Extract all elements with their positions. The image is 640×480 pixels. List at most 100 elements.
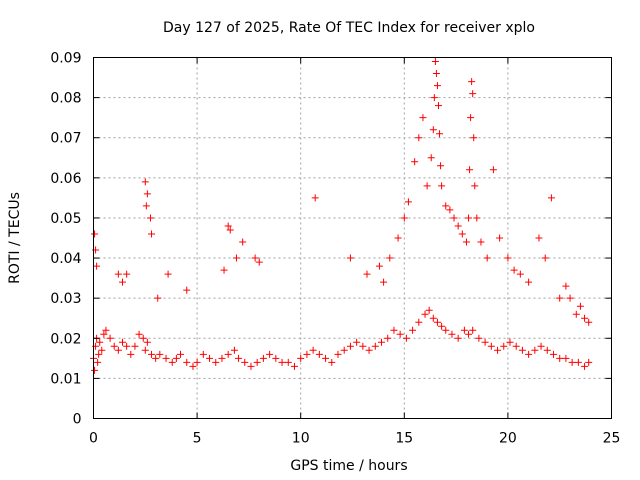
data-point (556, 354, 564, 362)
x-tick-label: 25 (603, 431, 621, 447)
y-tick-label: 0.01 (50, 371, 81, 387)
data-point (100, 330, 108, 338)
data-point (259, 354, 267, 362)
chart-title: Day 127 of 2025, Rate Of TEC Index for r… (163, 20, 535, 36)
data-point (434, 102, 442, 110)
data-point (442, 202, 450, 210)
data-point (315, 350, 323, 358)
data-point (168, 358, 176, 366)
data-point (230, 346, 238, 354)
data-point (135, 330, 143, 338)
data-point (433, 82, 441, 90)
x-tick-label: 20 (499, 431, 517, 447)
data-point (278, 358, 286, 366)
data-point (152, 354, 160, 362)
axis-ticks: 0 0.01 0.02 0.03 0.04 0.05 0.06 0.07 0.08 0.09 0 5 1… (50, 51, 620, 447)
data-point (251, 254, 259, 262)
data-point (477, 238, 485, 246)
data-point (581, 362, 589, 370)
data-point (415, 134, 423, 142)
data-point (467, 114, 475, 122)
data-point (255, 258, 263, 266)
y-axis-label: ROTI / TECUs (7, 192, 23, 284)
data-point (297, 354, 305, 362)
data-point (556, 294, 564, 302)
data-point (123, 342, 131, 350)
data-point (525, 350, 533, 358)
data-point (566, 294, 574, 302)
data-point (91, 366, 99, 374)
data-point (419, 114, 427, 122)
data-point (127, 350, 135, 358)
grid-layer (93, 57, 612, 419)
y-tick-label: 0.07 (50, 131, 81, 147)
data-point (535, 234, 543, 242)
y-tick-label: 0.05 (50, 211, 81, 227)
data-point (284, 358, 292, 366)
data-point (473, 214, 481, 222)
x-tick-label: 10 (292, 431, 310, 447)
data-point (232, 254, 240, 262)
data-point (102, 326, 110, 334)
data-point (183, 358, 191, 366)
data-point (253, 358, 261, 366)
data-point (346, 254, 354, 262)
data-point (247, 362, 255, 370)
data-point (425, 306, 433, 314)
data-point (162, 354, 170, 362)
data-point (98, 346, 106, 354)
data-point (123, 270, 131, 278)
data-point (402, 334, 410, 342)
data-point (438, 182, 446, 190)
data-point (506, 338, 514, 346)
data-point (193, 358, 201, 366)
data-point (334, 350, 342, 358)
data-point (576, 302, 584, 310)
data-point (437, 162, 445, 170)
y-tick-label: 0.06 (50, 171, 81, 187)
data-point (95, 350, 103, 358)
data-point (500, 342, 508, 350)
data-point (359, 342, 367, 350)
data-point (365, 346, 373, 354)
data-point (475, 334, 483, 342)
data-point (585, 318, 593, 326)
data-point (311, 194, 319, 202)
data-point (465, 330, 473, 338)
data-point (518, 346, 526, 354)
data-point (562, 282, 570, 290)
data-point (139, 334, 147, 342)
data-point (156, 350, 164, 358)
data-point (481, 338, 489, 346)
data-point (471, 182, 479, 190)
data-point (371, 342, 379, 350)
data-point (96, 338, 104, 346)
data-point (346, 342, 354, 350)
data-point (189, 362, 197, 370)
data-point (290, 362, 298, 370)
data-point (400, 214, 408, 222)
data-point (427, 154, 435, 162)
data-point (483, 254, 491, 262)
data-point (114, 270, 122, 278)
data-point (462, 238, 470, 246)
data-point (141, 346, 149, 354)
data-point (199, 350, 207, 358)
data-point (106, 334, 114, 342)
data-point (328, 358, 336, 366)
data-point (272, 354, 280, 362)
data-point (433, 318, 441, 326)
data-point (415, 318, 423, 326)
data-point (220, 266, 228, 274)
data-point (431, 58, 439, 66)
data-point (143, 190, 151, 198)
data-point (390, 326, 398, 334)
y-tick-label: 0 (73, 412, 82, 428)
data-point (543, 346, 551, 354)
data-point (537, 342, 545, 350)
data-point (148, 230, 156, 238)
data-point (460, 326, 468, 334)
data-point (448, 330, 456, 338)
data-point (568, 358, 576, 366)
